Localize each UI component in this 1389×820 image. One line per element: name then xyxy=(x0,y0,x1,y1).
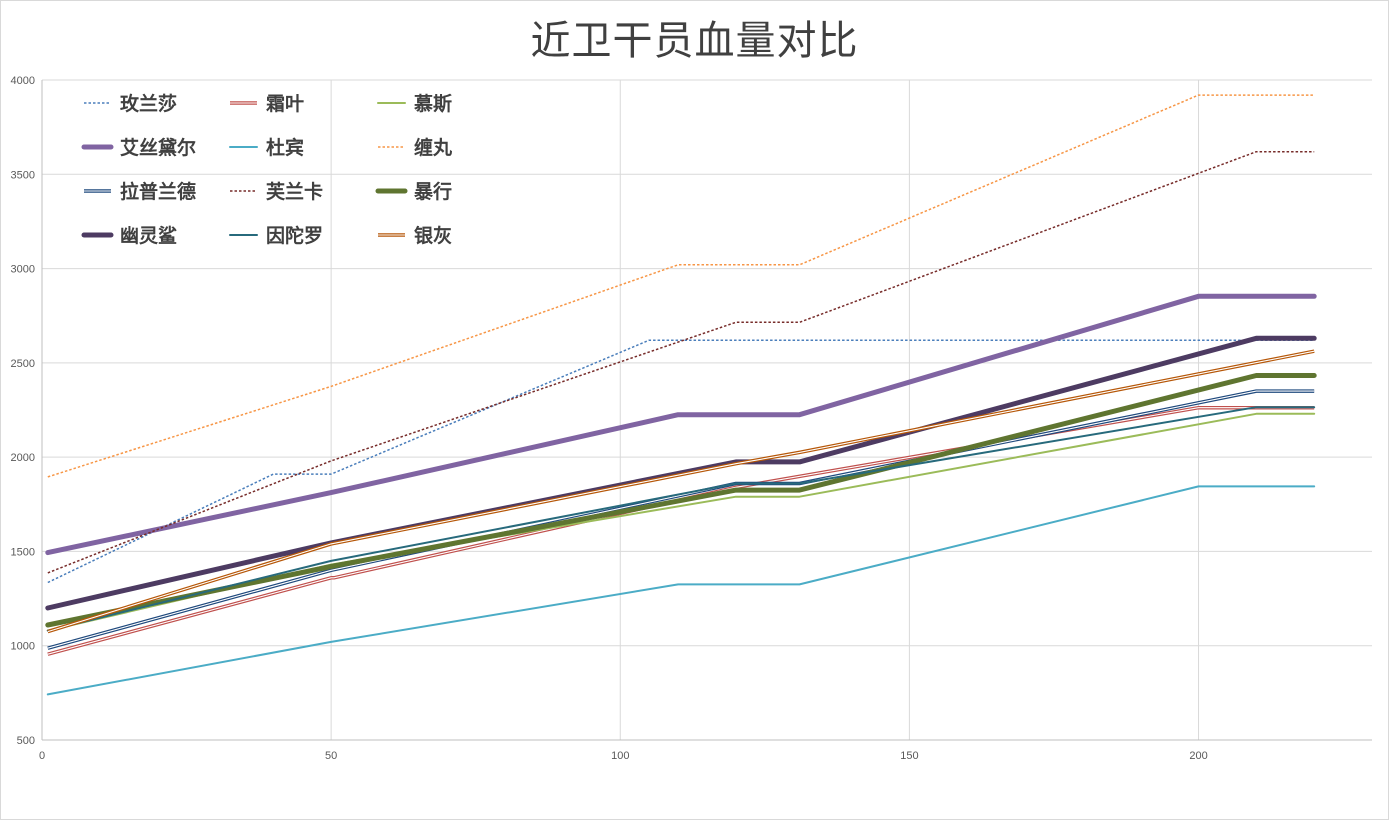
legend-label: 缠丸 xyxy=(414,136,453,159)
series-path xyxy=(46,412,1316,632)
series-path-inner xyxy=(47,350,1315,633)
y-tick-label: 2500 xyxy=(11,358,35,370)
y-tick-label: 3500 xyxy=(11,169,35,181)
series-path xyxy=(47,150,1315,574)
series-path xyxy=(46,406,1316,632)
y-tick-label: 3000 xyxy=(11,264,35,276)
axes: 500 1000 1500 2000 2500 3000 3500 4000 0 50 100 150… xyxy=(11,75,1372,762)
x-tick-label: 0 xyxy=(39,750,45,762)
series-path xyxy=(46,485,1316,696)
legend-label: 幽灵鲨 xyxy=(120,224,177,247)
legend-item: 艾丝黛尔 xyxy=(81,136,196,159)
legend-item: 杜宾 xyxy=(229,136,304,159)
y-tick-label: 500 xyxy=(17,735,35,747)
chart-title: 近卫干员血量对比 xyxy=(530,18,859,64)
series-lines xyxy=(45,94,1317,696)
legend-label: 杜宾 xyxy=(266,136,304,159)
series-line-1 xyxy=(47,405,1315,656)
series-line-10 xyxy=(46,406,1316,632)
legend-label: 拉普兰德 xyxy=(120,180,196,203)
legend-item: 玫兰莎 xyxy=(84,92,177,115)
x-tick-label: 100 xyxy=(611,750,629,762)
x-tick-label: 150 xyxy=(900,750,918,762)
legend-label: 暴行 xyxy=(414,180,452,203)
series-path xyxy=(47,405,1315,656)
series-line-5 xyxy=(47,94,1315,478)
legend-label: 慕斯 xyxy=(414,92,452,115)
legend-label: 玫兰莎 xyxy=(120,92,177,115)
y-tick-label: 4000 xyxy=(11,75,35,87)
series-line-7 xyxy=(47,150,1315,574)
series-path xyxy=(45,335,1317,611)
legend-label: 霜叶 xyxy=(265,93,304,115)
y-tick-label: 1000 xyxy=(11,641,35,653)
series-path-inner xyxy=(47,407,1315,655)
series-line-4 xyxy=(46,485,1316,696)
legend-item: 芙兰卡 xyxy=(230,180,323,203)
legend-item: 慕斯 xyxy=(377,92,452,115)
series-line-11 xyxy=(47,349,1315,634)
series-line-3 xyxy=(45,293,1317,556)
series-line-9 xyxy=(45,335,1317,611)
series-line-0 xyxy=(47,339,1315,584)
series-line-2 xyxy=(46,412,1316,632)
legend-label: 芙兰卡 xyxy=(266,180,323,203)
legend-item: 银灰 xyxy=(378,224,452,247)
y-tick-label: 1500 xyxy=(11,546,35,558)
legend-label: 银灰 xyxy=(414,224,452,247)
legend-item: 霜叶 xyxy=(230,93,304,115)
series-line-8 xyxy=(45,373,1317,628)
legend-item: 缠丸 xyxy=(378,136,453,159)
x-tick-label: 50 xyxy=(325,750,337,762)
x-tick-label: 200 xyxy=(1189,750,1207,762)
legend-item: 暴行 xyxy=(375,180,452,203)
legend-item: 拉普兰德 xyxy=(84,180,196,203)
legend-item: 因陀罗 xyxy=(229,224,323,247)
legend-item: 幽灵鲨 xyxy=(81,224,177,247)
series-path xyxy=(47,94,1315,478)
series-path xyxy=(45,293,1317,556)
series-path xyxy=(47,349,1315,634)
legend-label: 因陀罗 xyxy=(266,224,323,247)
series-path xyxy=(45,373,1317,628)
series-path xyxy=(47,339,1315,584)
y-tick-label: 2000 xyxy=(11,452,35,464)
legend-label: 艾丝黛尔 xyxy=(120,136,196,159)
